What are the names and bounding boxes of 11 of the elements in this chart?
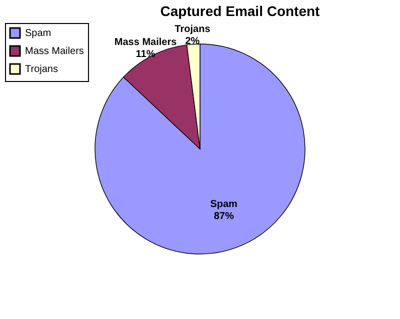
slice-label: Mass Mailers	[114, 37, 178, 48]
legend-label: Trojans	[25, 64, 58, 75]
slice-label: Trojans	[174, 24, 211, 36]
legend-label: Spam	[25, 28, 52, 39]
data-label: 2%	[185, 36, 200, 48]
data-label: 11%	[136, 49, 156, 60]
chart-title: Captured Email Content	[160, 3, 320, 19]
legend-label: Mass Mailers	[25, 46, 84, 57]
data-label: 87%	[214, 211, 234, 222]
slice-label: Spam	[210, 199, 238, 210]
pie-slice	[94, 44, 306, 254]
